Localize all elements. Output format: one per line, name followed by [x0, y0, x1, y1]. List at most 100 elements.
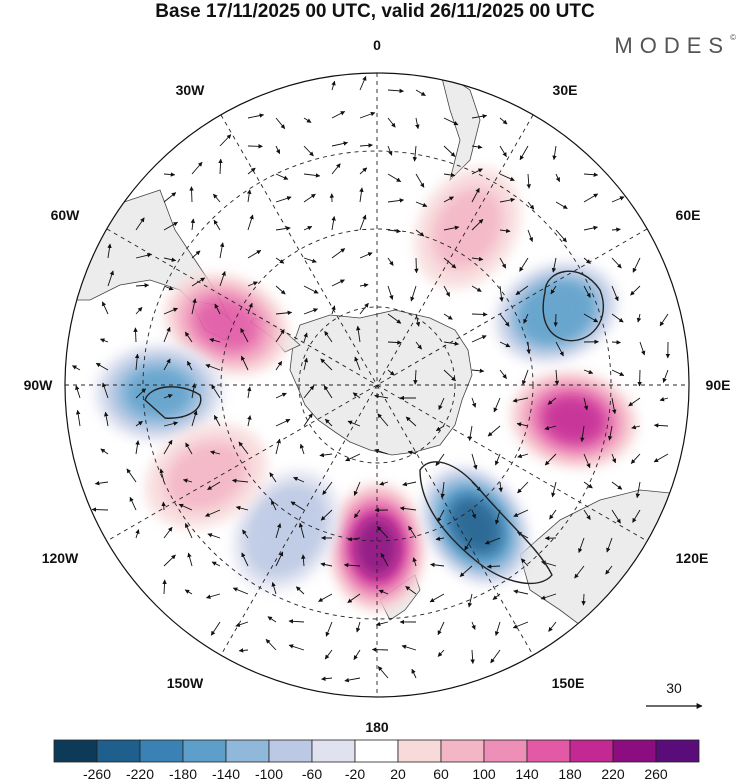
wind-vector — [605, 565, 613, 575]
wind-vector — [163, 358, 171, 371]
wind-vector — [359, 143, 373, 148]
wind-vector — [412, 557, 417, 567]
wind-vector — [320, 358, 333, 371]
wind-vector — [517, 481, 529, 494]
wind-vector — [359, 167, 368, 175]
wind-vector — [484, 537, 501, 545]
wind-vector — [275, 392, 287, 399]
wind-vector — [185, 442, 193, 455]
wind-vector — [513, 509, 529, 517]
wind-vector — [238, 441, 249, 455]
wind-vector — [549, 509, 557, 520]
wind-vector — [247, 167, 256, 175]
wind-vector — [352, 392, 361, 399]
wind-vector — [471, 368, 485, 374]
wind-vector — [387, 88, 404, 94]
wind-vector — [135, 440, 140, 455]
wind-vector — [498, 481, 503, 493]
wind-vector — [359, 75, 367, 91]
logo-text: MODES — [614, 33, 731, 58]
wind-vector — [467, 425, 473, 441]
wind-vector — [298, 522, 305, 539]
wind-vector — [359, 214, 367, 231]
wind-vector — [190, 218, 196, 231]
map-disc — [65, 73, 689, 697]
wind-vector — [376, 526, 389, 539]
wind-vector — [303, 357, 309, 371]
wind-vector — [95, 362, 109, 371]
wind-vector — [499, 285, 504, 302]
wind-vector — [72, 365, 81, 371]
colorbar-swatch — [96, 739, 141, 763]
wind-vector — [583, 225, 598, 231]
wind-vector — [611, 285, 619, 302]
wind-vector — [375, 621, 389, 627]
negative-anomaly-central-pacific — [256, 496, 316, 565]
wind-vector — [410, 285, 417, 302]
wind-vector — [659, 397, 669, 402]
wind-vector — [318, 593, 333, 602]
wind-vector — [163, 421, 179, 427]
wind-vector — [380, 552, 389, 567]
wind-vector — [411, 668, 417, 679]
wind-vector — [241, 552, 249, 567]
wind-vector — [331, 111, 346, 119]
wind-vector — [630, 285, 641, 296]
colorbar-swatch — [526, 739, 571, 763]
wind-vector — [355, 621, 361, 633]
wind-vector — [159, 468, 165, 483]
wind-vector — [135, 283, 150, 288]
wind-vector — [91, 507, 109, 512]
wind-vector — [209, 338, 221, 343]
wind-vector — [100, 448, 109, 455]
wind-vector — [347, 420, 361, 427]
wind-vector — [205, 364, 221, 371]
wind-vector — [359, 302, 369, 315]
wind-vector — [189, 186, 194, 203]
wind-vector — [213, 193, 221, 203]
colorbar-swatch — [139, 739, 184, 763]
wind-vector — [182, 478, 193, 483]
wind-vector — [247, 113, 265, 119]
wind-vector — [471, 144, 483, 150]
wind-vector — [163, 394, 173, 399]
wind-vector — [415, 173, 425, 188]
wind-vector — [513, 589, 529, 595]
colorbar-swatch — [612, 739, 657, 763]
wind-vector — [435, 536, 445, 541]
wind-vector — [607, 425, 613, 441]
wind-vector — [75, 385, 81, 399]
wind-vector — [163, 221, 178, 231]
wind-vector — [210, 450, 221, 455]
wind-vector — [275, 257, 285, 264]
lon-label-30e: 30E — [553, 82, 578, 98]
wind-vector — [275, 145, 281, 155]
lon-label-150w: 150W — [167, 675, 204, 691]
wind-vector — [611, 509, 621, 524]
wind-vector — [184, 589, 193, 595]
wind-vector — [211, 384, 221, 399]
wind-vector — [583, 285, 591, 298]
colorbar-swatch — [311, 739, 356, 763]
wind-vector — [343, 562, 361, 568]
wind-vector — [135, 306, 143, 315]
wind-vector — [387, 198, 405, 203]
wind-vector — [555, 341, 564, 357]
wind-vector — [359, 187, 364, 203]
wind-vector — [512, 621, 529, 629]
lon-label-60e: 60E — [676, 207, 701, 223]
wind-vector — [471, 168, 483, 175]
wind-vector — [512, 397, 529, 403]
wind-vector — [303, 193, 316, 203]
wind-vector — [126, 468, 137, 483]
colorbar-tick-label: 180 — [558, 766, 582, 782]
wind-vector — [134, 353, 140, 371]
wind-vector — [247, 302, 253, 315]
wind-vector — [321, 676, 333, 681]
wind-vector — [356, 325, 361, 343]
wind-vector — [438, 397, 445, 410]
wind-vector — [387, 173, 402, 182]
wind-vector — [275, 226, 291, 231]
colorbar-swatch — [354, 739, 399, 763]
colorbar-tick-label: -20 — [345, 766, 365, 782]
